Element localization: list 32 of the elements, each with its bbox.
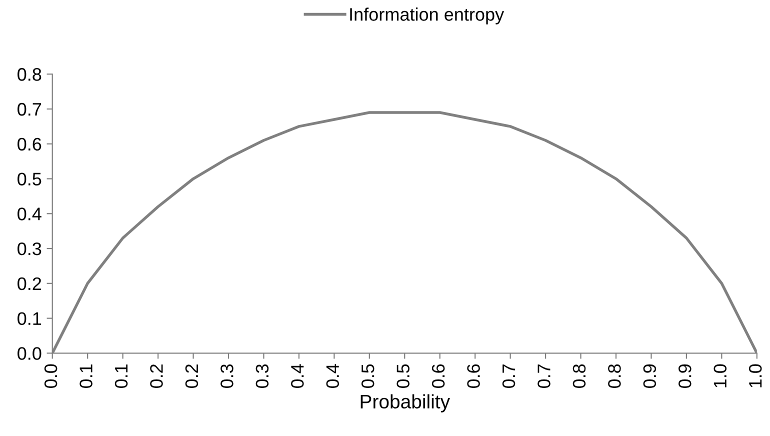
y-tick-label: 0.1 [18,312,42,325]
x-tick-label: 1.0 [748,364,762,388]
x-tick-label: 0.4 [291,364,304,388]
x-axis-title: Probability [360,394,450,412]
y-tick-label: 0.7 [18,102,42,116]
x-tick-label: 0.7 [538,364,550,388]
x-tick-label: 0.9 [678,364,692,388]
x-tick-label: 0.8 [608,364,621,388]
x-tick-label: 0.7 [502,364,516,388]
x-tick-label: 0.8 [572,364,586,388]
x-tick-label: 0.3 [220,364,234,388]
x-tick-label: 0.4 [326,364,340,388]
y-tick-label: 0.2 [18,277,42,290]
x-tick-label: 0.3 [256,364,269,388]
x-tick-label: 0.5 [396,364,410,388]
x-tick-label: 0.6 [432,364,445,388]
y-tick-label: 0.0 [18,347,42,360]
y-tick-label: 0.3 [18,242,42,256]
legend-label: Information entropy [350,8,504,24]
y-tick-label: 0.6 [18,138,42,151]
y-tick-label: 0.8 [18,68,42,81]
x-tick-label: 1.0 [714,364,727,388]
x-tick-label: 0.0 [44,364,58,388]
x-tick-label: 0.2 [185,364,198,388]
x-tick-label: 0.2 [150,364,163,388]
x-tick-label: 0.1 [114,364,128,388]
y-tick-label: 0.5 [18,172,42,186]
x-tick-label: 0.6 [467,364,480,388]
x-tick-label: 0.5 [361,364,374,388]
x-tick-label: 0.9 [643,364,656,388]
y-tick-label: 0.4 [18,208,42,220]
x-tick-label: 0.1 [80,364,92,388]
